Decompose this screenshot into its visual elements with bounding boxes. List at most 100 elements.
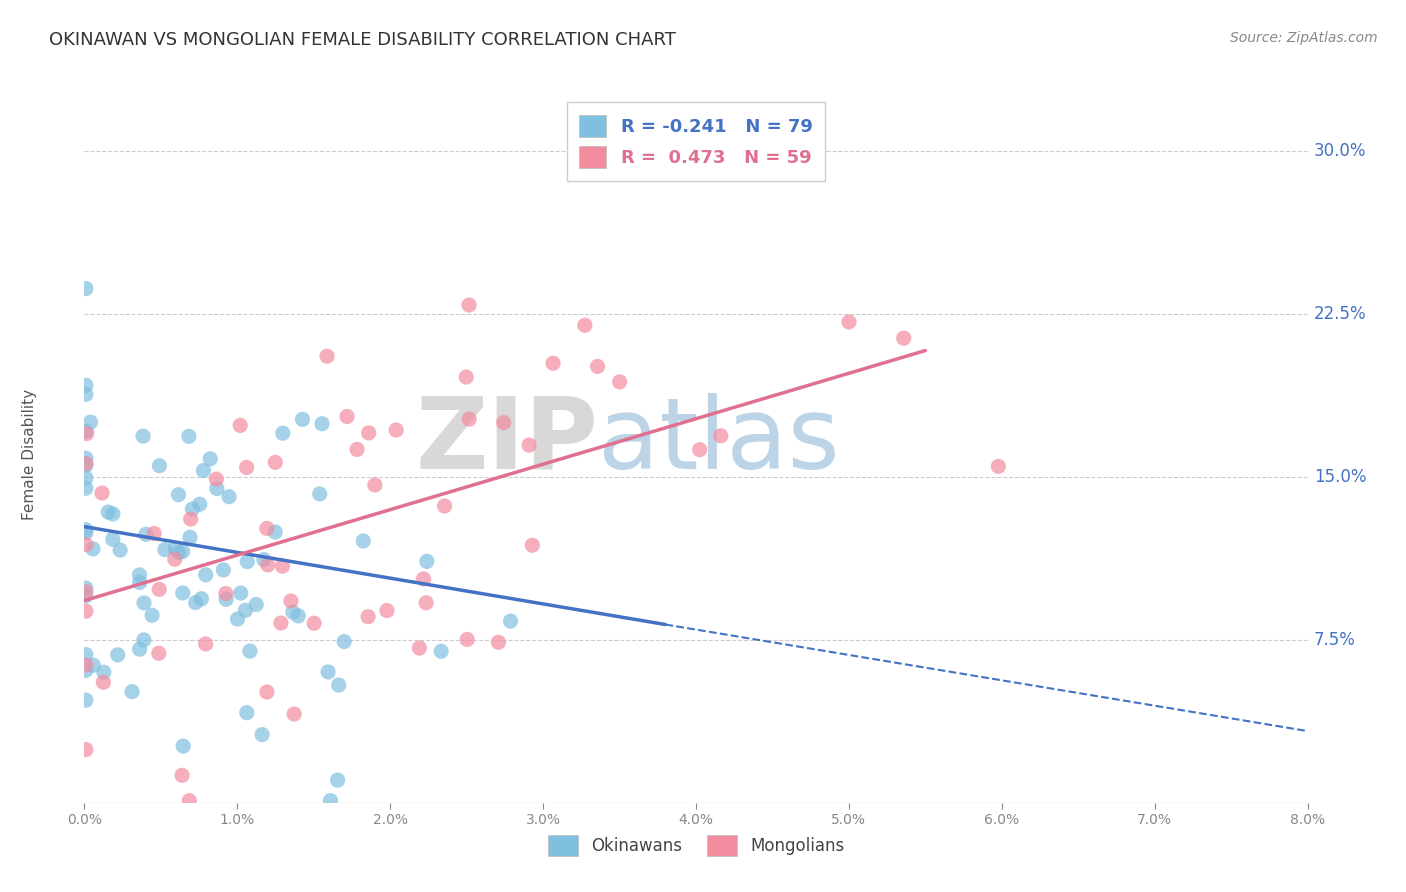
Point [281,605,304,619]
Point [205,472,228,486]
Point [316,349,339,363]
Point [148,646,170,660]
Point [456,370,478,384]
Point [416,554,439,568]
Point [75,523,97,537]
Point [517,438,540,452]
Point [271,426,294,441]
Point [180,512,202,526]
Point [75,282,97,296]
Point [433,499,456,513]
Point [75,693,97,707]
Point [264,524,287,539]
Point [75,378,97,392]
Point [97,505,120,519]
Point [256,521,278,535]
Point [148,458,170,473]
Point [456,632,478,647]
Point [336,409,359,424]
Point [75,425,97,439]
Text: atlas: atlas [598,392,839,490]
Point [239,644,262,658]
Point [143,526,166,541]
Point [75,525,97,540]
Point [75,658,97,673]
Point [458,298,481,312]
Point [75,457,97,471]
Point [75,458,97,473]
Point [93,665,115,680]
Legend: Okinawans, Mongolians: Okinawans, Mongolians [538,827,853,864]
Text: 22.5%: 22.5% [1313,304,1367,323]
Point [522,538,544,552]
Point [689,442,711,457]
Point [236,555,259,569]
Point [75,471,97,485]
Point [148,582,170,597]
Point [458,412,481,426]
Point [364,478,387,492]
Point [132,596,155,610]
Point [492,416,515,430]
Point [311,417,333,431]
Point [218,490,240,504]
Text: ZIP: ZIP [415,392,598,490]
Point [316,665,339,679]
Point [226,612,249,626]
Point [352,534,374,549]
Point [167,488,190,502]
Point [193,463,215,477]
Point [838,315,860,329]
Point [574,318,596,333]
Point [200,451,222,466]
Point [271,559,294,574]
Point [82,658,104,673]
Point [75,584,97,599]
Point [283,706,305,721]
Point [128,568,150,582]
Point [499,614,522,628]
Point [172,586,194,600]
Text: OKINAWAN VS MONGOLIAN FEMALE DISABILITY CORRELATION CHART: OKINAWAN VS MONGOLIAN FEMALE DISABILITY … [49,31,676,49]
Point [430,644,453,658]
Point [291,412,314,426]
Point [328,678,350,692]
Point [75,589,97,603]
Point [893,331,915,345]
Point [308,487,330,501]
Point [287,609,309,624]
Point [101,507,124,521]
Point [280,594,302,608]
Point [179,530,201,544]
Point [987,459,1010,474]
Point [253,552,276,566]
Point [245,598,267,612]
Point [75,663,97,677]
Point [486,635,509,649]
Point [79,415,101,429]
Point [132,632,155,647]
Point [75,648,97,662]
Point [357,609,380,624]
Point [256,685,278,699]
Point [108,543,131,558]
Point [357,425,380,440]
Point [229,418,252,433]
Point [75,742,97,756]
Point [107,648,129,662]
Point [128,575,150,590]
Point [91,486,114,500]
Point [75,604,97,618]
Point [75,481,97,495]
Point [121,684,143,698]
Point [710,429,733,443]
Point [236,706,259,720]
Point [82,541,104,556]
Point [326,773,349,788]
Point [184,596,207,610]
Point [163,552,186,566]
Point [190,591,212,606]
Point [412,572,434,586]
Point [141,608,163,623]
Point [135,527,157,541]
